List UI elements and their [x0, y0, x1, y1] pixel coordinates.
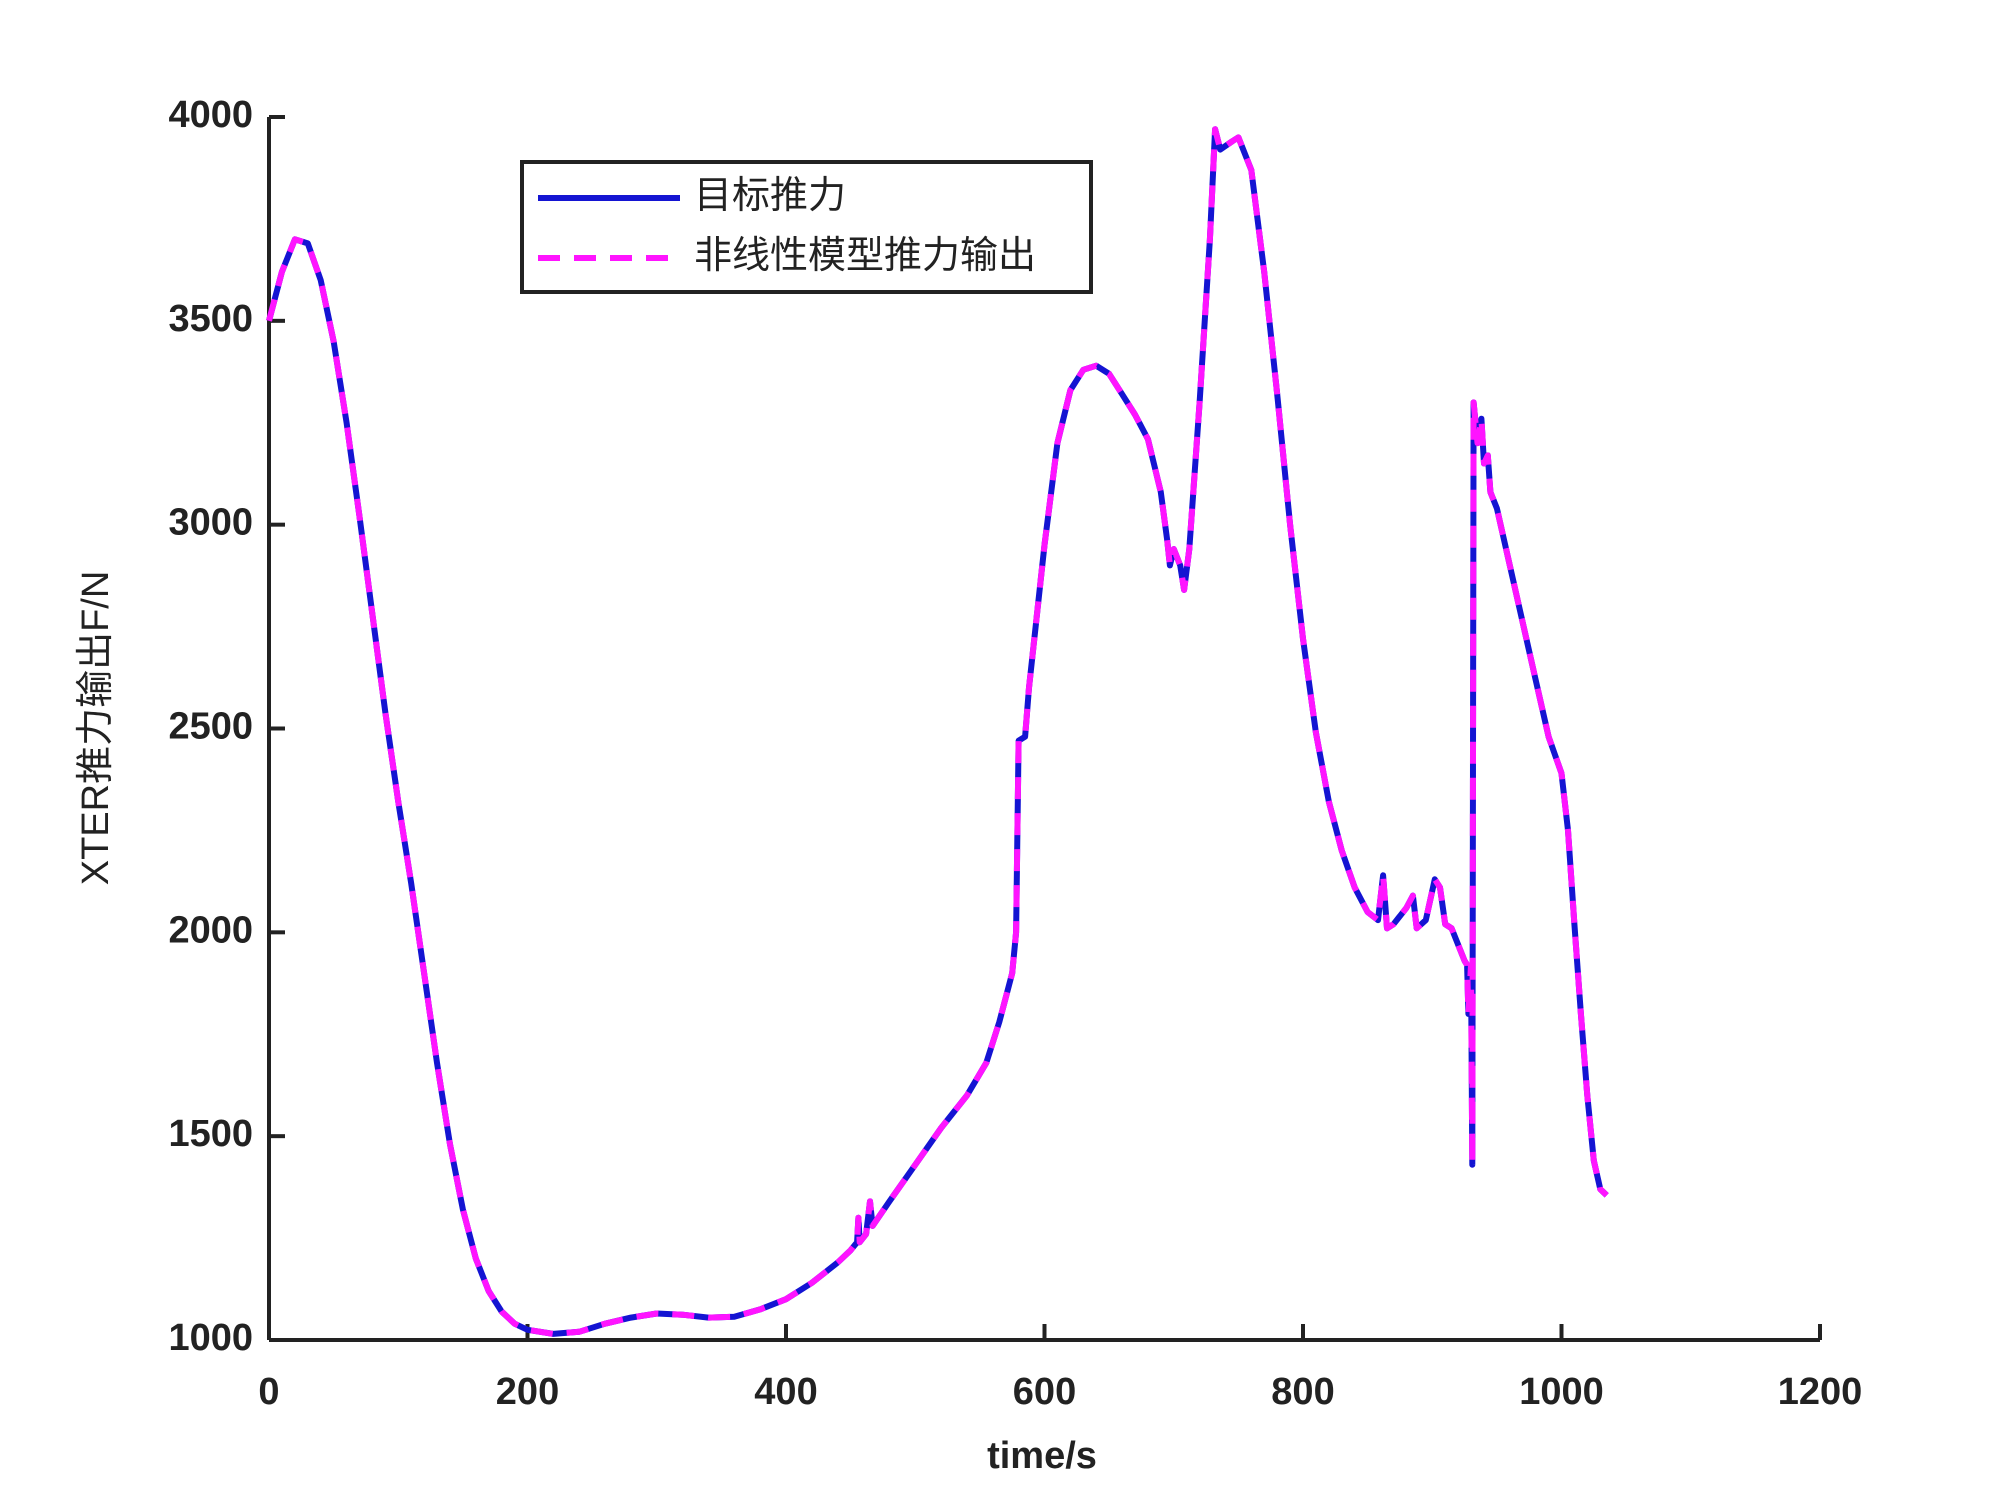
x-tick-label: 400	[754, 1371, 817, 1413]
y-axis-label: XTER推力输出F/N	[75, 571, 117, 886]
x-tick-label: 600	[1013, 1371, 1076, 1413]
x-tick-label: 0	[258, 1371, 279, 1413]
y-tick-label: 1500	[168, 1113, 253, 1155]
x-tick-label: 200	[496, 1371, 559, 1413]
legend-label: 目标推力	[694, 175, 846, 217]
x-tick-label: 1200	[1778, 1371, 1863, 1413]
x-tick-label: 1000	[1519, 1371, 1604, 1413]
y-tick-label: 2500	[168, 706, 253, 748]
y-tick-label: 3000	[168, 502, 253, 544]
legend-label: 非线性模型推力输出	[694, 235, 1036, 277]
series-line	[266, 126, 1609, 1337]
legend-box	[520, 160, 1093, 294]
y-tick-label: 3500	[168, 298, 253, 340]
y-tick-label: 2000	[168, 909, 253, 951]
series-line	[266, 126, 1609, 1337]
x-tick-label: 800	[1271, 1371, 1334, 1413]
y-tick-label: 4000	[168, 94, 253, 136]
x-axis-label: time/s	[987, 1435, 1097, 1477]
y-tick-label: 1000	[168, 1317, 253, 1359]
